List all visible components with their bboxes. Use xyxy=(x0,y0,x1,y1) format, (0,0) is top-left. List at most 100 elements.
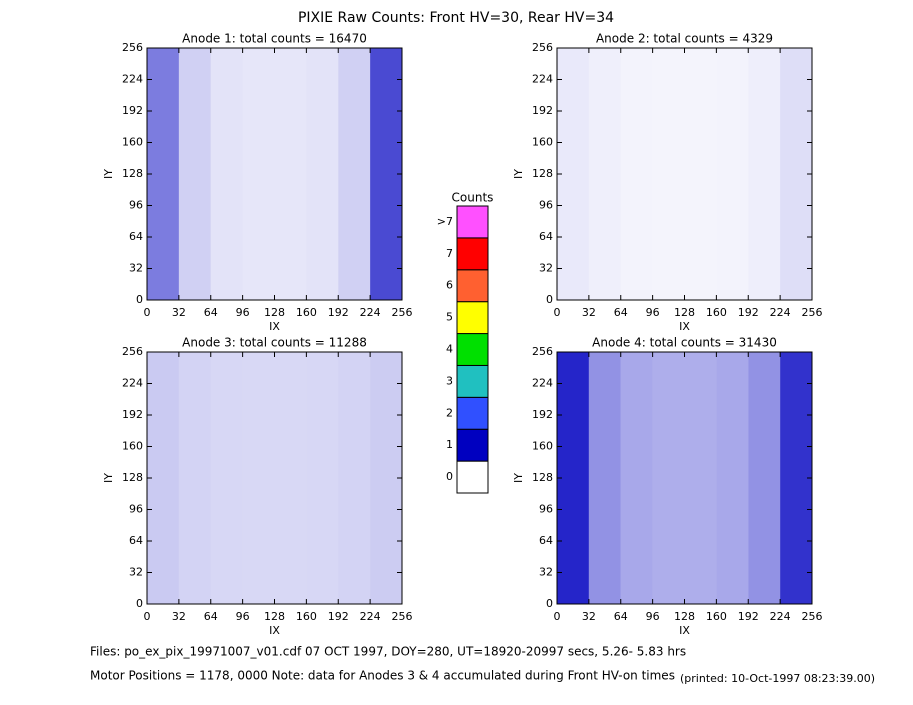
density-band xyxy=(274,48,307,300)
y-tick-label: 128 xyxy=(122,471,143,484)
density-band xyxy=(178,352,211,604)
colorbar-label: 1 xyxy=(446,438,453,451)
x-tick-label: 192 xyxy=(738,306,759,319)
x-tick-label: 128 xyxy=(264,610,285,623)
y-tick-label: 192 xyxy=(122,408,143,421)
y-tick-label: 160 xyxy=(122,136,143,149)
x-axis-label: IX xyxy=(679,624,690,637)
page-title: PIXIE Raw Counts: Front HV=30, Rear HV=3… xyxy=(298,10,614,26)
x-tick-label: 160 xyxy=(296,306,317,319)
y-tick-label: 96 xyxy=(129,503,143,516)
x-axis-label: IX xyxy=(269,320,280,333)
x-tick-label: 64 xyxy=(614,610,628,623)
x-tick-label: 96 xyxy=(236,306,250,319)
y-tick-label: 192 xyxy=(532,408,553,421)
density-band xyxy=(588,352,621,604)
x-tick-label: 0 xyxy=(554,306,561,319)
density-band xyxy=(147,352,179,604)
density-band xyxy=(370,352,402,604)
x-tick-label: 224 xyxy=(770,610,791,623)
panel-title: Anode 2: total counts = 4329 xyxy=(596,32,773,46)
y-tick-label: 128 xyxy=(532,471,553,484)
footer-printed: (printed: 10-Oct-1997 08:23:39.00) xyxy=(680,672,875,685)
colorbar-label: 6 xyxy=(446,279,453,292)
y-tick-label: 0 xyxy=(136,597,143,610)
colorbar-box xyxy=(456,269,489,303)
x-tick-label: 0 xyxy=(554,610,561,623)
density-band xyxy=(178,48,211,300)
density-band xyxy=(748,352,781,604)
density-band xyxy=(780,48,812,300)
x-tick-label: 224 xyxy=(360,610,381,623)
y-tick-label: 224 xyxy=(122,377,143,390)
colorbar-label: >7 xyxy=(437,215,453,228)
density-band xyxy=(557,48,589,300)
x-tick-label: 160 xyxy=(296,610,317,623)
y-tick-label: 192 xyxy=(532,104,553,117)
colorbar-title: Counts xyxy=(452,191,494,205)
colorbar-box xyxy=(456,364,489,398)
x-tick-label: 128 xyxy=(674,306,695,319)
x-tick-label: 224 xyxy=(360,306,381,319)
colorbar-box xyxy=(456,333,489,366)
colorbar-box xyxy=(456,301,489,335)
density-band xyxy=(210,48,243,300)
colorbar-label: 2 xyxy=(446,406,453,419)
panel-title: Anode 4: total counts = 31430 xyxy=(592,336,777,350)
y-tick-label: 224 xyxy=(532,73,553,86)
y-tick-label: 0 xyxy=(546,293,553,306)
density-band xyxy=(652,352,685,604)
y-tick-label: 160 xyxy=(532,136,553,149)
x-tick-label: 96 xyxy=(646,306,660,319)
y-tick-label: 256 xyxy=(532,345,553,358)
colorbar-box xyxy=(456,428,489,462)
y-tick-label: 32 xyxy=(129,566,143,579)
density-band xyxy=(684,48,717,300)
panel-title: Anode 1: total counts = 16470 xyxy=(182,32,367,46)
colorbar-label: 5 xyxy=(446,311,453,324)
density-band xyxy=(147,48,179,300)
colorbar-label: 7 xyxy=(446,247,453,260)
x-tick-label: 64 xyxy=(204,610,218,623)
density-band xyxy=(274,352,307,604)
y-tick-label: 0 xyxy=(546,597,553,610)
x-tick-label: 64 xyxy=(614,306,628,319)
density-band xyxy=(620,48,653,300)
footer-motor: Motor Positions = 1178, 0000 Note: data … xyxy=(90,669,675,683)
x-tick-label: 192 xyxy=(738,610,759,623)
density-band xyxy=(716,48,749,300)
x-tick-label: 32 xyxy=(582,306,596,319)
y-tick-label: 192 xyxy=(122,104,143,117)
y-tick-label: 224 xyxy=(532,377,553,390)
y-axis-label: IY xyxy=(102,169,115,179)
y-tick-label: 96 xyxy=(539,199,553,212)
y-tick-label: 32 xyxy=(539,566,553,579)
density-band xyxy=(242,352,275,604)
x-tick-label: 256 xyxy=(392,610,413,623)
colorbar-box xyxy=(456,396,489,430)
x-tick-label: 192 xyxy=(328,610,349,623)
x-tick-label: 32 xyxy=(172,306,186,319)
x-tick-label: 64 xyxy=(204,306,218,319)
x-tick-label: 32 xyxy=(172,610,186,623)
density-band xyxy=(620,352,653,604)
density-band xyxy=(684,352,717,604)
colorbar-box xyxy=(456,237,489,271)
colorbar-box xyxy=(456,205,489,239)
y-tick-label: 64 xyxy=(539,534,553,547)
y-tick-label: 160 xyxy=(122,440,143,453)
y-axis-label: IY xyxy=(102,473,115,483)
y-tick-label: 256 xyxy=(122,345,143,358)
x-tick-label: 32 xyxy=(582,610,596,623)
density-band xyxy=(780,352,812,604)
y-axis-label: IY xyxy=(512,473,525,483)
y-tick-label: 160 xyxy=(532,440,553,453)
y-tick-label: 96 xyxy=(129,199,143,212)
density-band xyxy=(210,352,243,604)
density-band xyxy=(716,352,749,604)
y-tick-label: 32 xyxy=(129,262,143,275)
x-tick-label: 224 xyxy=(770,306,791,319)
y-tick-label: 128 xyxy=(122,167,143,180)
density-band xyxy=(242,48,275,300)
